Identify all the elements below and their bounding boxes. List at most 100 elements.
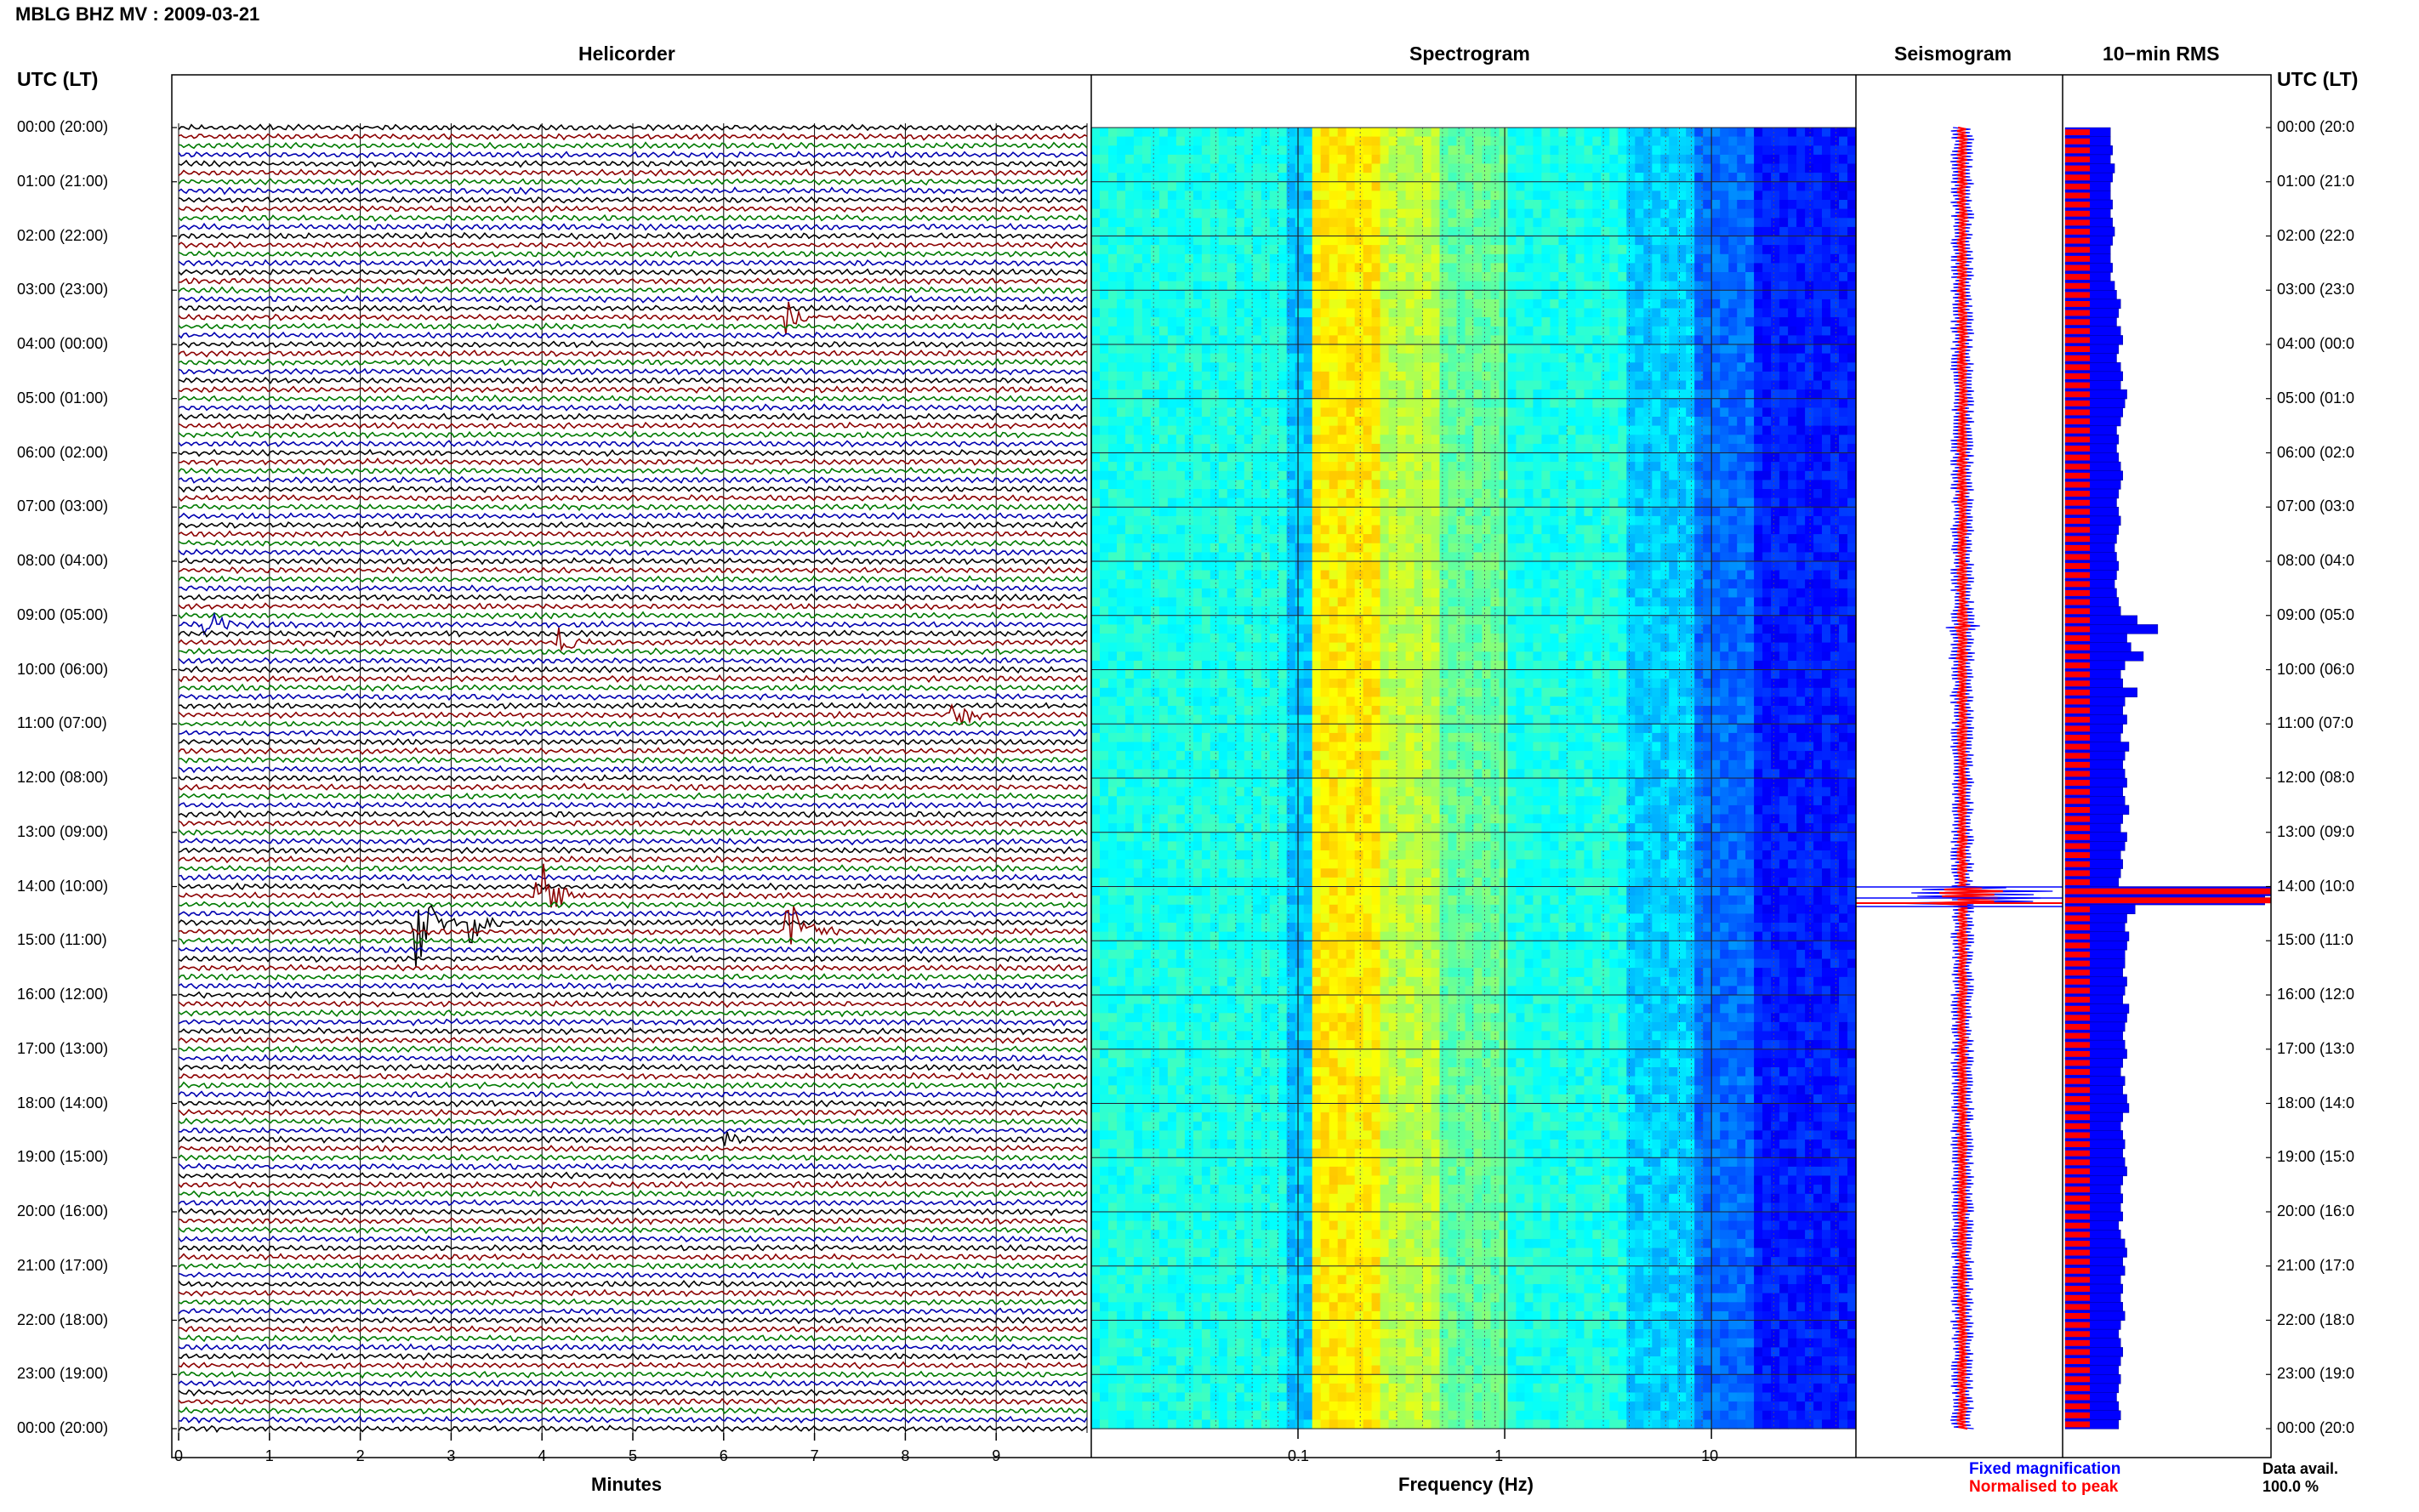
spectrogram-cell	[1541, 290, 1551, 300]
spectrogram-cell	[1235, 515, 1245, 526]
spectrogram-cell	[1252, 173, 1262, 183]
spectrogram-cell	[1227, 154, 1237, 165]
spectrogram-cell	[1303, 597, 1313, 607]
spectrogram-cell	[1354, 362, 1364, 372]
spectrogram-cell	[1158, 417, 1169, 427]
spectrogram-cell	[1507, 344, 1517, 355]
spectrogram-cell	[1125, 435, 1135, 445]
spectrogram-cell	[1779, 208, 1789, 219]
spectrogram-cell	[1813, 371, 1823, 382]
spectrogram-cell	[1805, 218, 1814, 228]
spectrogram-cell	[1652, 253, 1661, 264]
spectrogram-cell	[1669, 335, 1678, 345]
spectrogram-cell	[1728, 298, 1738, 310]
spectrogram-cell	[1762, 317, 1772, 327]
spectrogram-cell	[1847, 552, 1857, 562]
spectrogram-cell	[1354, 335, 1364, 345]
spectrogram-cell	[1473, 470, 1483, 480]
spectrogram-cell	[1456, 470, 1466, 480]
spectrogram-cell	[1175, 362, 1186, 372]
spectrogram-cell	[1371, 200, 1381, 210]
spectrogram-cell	[1737, 208, 1746, 219]
spectrogram-cell	[1482, 497, 1492, 508]
spectrogram-cell	[1278, 579, 1288, 589]
spectrogram-cell	[1703, 272, 1712, 282]
spectrogram-cell	[1754, 489, 1763, 499]
spectrogram-cell	[1371, 443, 1381, 454]
spectrogram-cell	[1482, 398, 1492, 408]
spectrogram-cell	[1397, 208, 1407, 219]
spectrogram-cell	[1626, 543, 1636, 553]
spectrogram-cell	[1346, 507, 1356, 517]
spectrogram-cell	[1125, 407, 1135, 418]
spectrogram-cell	[1575, 272, 1585, 282]
helicorder-trace	[178, 1054, 1088, 1063]
spectrogram-cell	[1141, 380, 1152, 390]
spectrogram-cell	[1473, 407, 1483, 418]
spectrogram-cell	[1558, 335, 1568, 345]
spectrogram-cell	[1397, 443, 1407, 454]
spectrogram-cell	[1150, 145, 1160, 156]
spectrogram-cell	[1405, 226, 1415, 237]
spectrogram-cell	[1473, 597, 1483, 607]
spectrogram-cell	[1201, 588, 1211, 599]
helicorder-trace	[178, 728, 1088, 737]
spectrogram-cell	[1669, 226, 1678, 237]
spectrogram-cell	[1150, 298, 1160, 310]
spectrogram-cell	[1346, 470, 1356, 480]
spectrogram-cell	[1235, 489, 1245, 499]
spectrogram-cell	[1643, 272, 1653, 282]
spectrogram-cell	[1320, 435, 1330, 445]
spectrogram-cell	[1788, 226, 1797, 237]
spectrogram-cell	[1805, 298, 1814, 310]
spectrogram-cell	[1694, 407, 1704, 418]
spectrogram-cell	[1133, 489, 1143, 499]
spectrogram-cell	[1609, 272, 1619, 282]
spectrogram-cell	[1745, 136, 1755, 146]
spectrogram-cell	[1235, 371, 1245, 382]
spectrogram-cell	[1686, 570, 1695, 580]
spectrogram-cell	[1830, 163, 1840, 173]
spectrogram-cell	[1397, 236, 1407, 246]
spectrogram-cell	[1813, 272, 1823, 282]
spectrogram-cell	[1133, 208, 1143, 219]
spectrogram-cell	[1244, 552, 1254, 562]
spectrogram-cell	[1388, 272, 1398, 282]
spectrogram-cell	[1175, 208, 1186, 219]
spectrogram-cell	[1465, 425, 1475, 435]
spectrogram-cell	[1346, 344, 1356, 355]
spectrogram-cell	[1312, 173, 1322, 183]
spectrogram-cell	[1431, 190, 1441, 201]
spectrogram-cell	[1175, 163, 1186, 173]
spectrogram-cell	[1261, 515, 1271, 526]
spectrogram-cell	[1303, 362, 1313, 372]
spectrogram-cell	[1745, 253, 1755, 264]
spectrogram-cell	[1703, 470, 1712, 480]
spectrogram-cell	[1312, 136, 1322, 146]
spectrogram-cell	[1431, 326, 1441, 336]
spectrogram-cell	[1141, 579, 1152, 589]
spectrogram-cell	[1745, 443, 1755, 454]
spectrogram-cell	[1788, 154, 1797, 165]
spectrogram-cell	[1108, 497, 1118, 508]
spectrogram-cell	[1652, 290, 1661, 300]
spectrogram-cell	[1405, 398, 1415, 408]
spectrogram-cell	[1210, 489, 1220, 499]
spectrogram-cell	[1813, 154, 1823, 165]
hour-label-left: 09:00 (05:00)	[17, 605, 109, 623]
spectrogram-cell	[1108, 263, 1118, 273]
spectrogram-cell	[1550, 371, 1559, 382]
spectrogram-cell	[1822, 128, 1831, 138]
spectrogram-cell	[1694, 443, 1704, 454]
spectrogram-cell	[1439, 263, 1449, 273]
spectrogram-cell	[1533, 317, 1542, 327]
spectrogram-cell	[1796, 317, 1806, 327]
spectrogram-cell	[1516, 398, 1525, 408]
spectrogram-cell	[1788, 480, 1797, 490]
spectrogram-cell	[1133, 435, 1143, 445]
spectrogram-cell	[1235, 435, 1245, 445]
spectrogram-cell	[1507, 435, 1517, 445]
spectrogram-cell	[1363, 417, 1373, 427]
spectrogram-cell	[1618, 290, 1627, 300]
spectrogram-cell	[1677, 263, 1687, 273]
